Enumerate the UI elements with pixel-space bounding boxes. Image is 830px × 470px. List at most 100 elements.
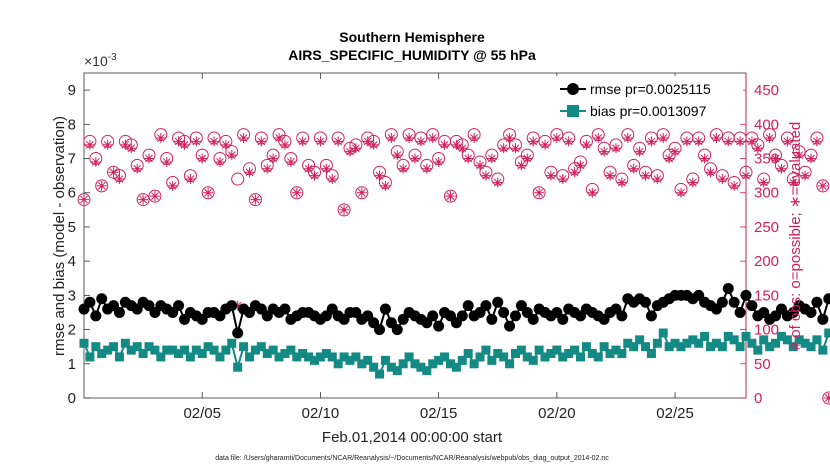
bias-point	[475, 352, 485, 362]
evaluated-obs-point	[746, 136, 757, 147]
evaluated-obs-point	[339, 204, 350, 215]
evaluated-obs-point	[776, 163, 787, 174]
bias-point	[126, 345, 136, 355]
evaluated-obs-point	[427, 133, 438, 143]
evaluated-obs-point	[569, 167, 580, 178]
bias-point	[688, 335, 698, 345]
evaluated-obs-point	[344, 146, 355, 157]
possible-obs-point	[355, 186, 369, 200]
evaluated-obs-point	[126, 143, 137, 154]
evaluated-obs-point	[220, 139, 231, 150]
evaluated-obs-point	[705, 167, 716, 178]
rmse-point	[279, 303, 291, 315]
y2-tick-label: 450	[754, 82, 779, 99]
evaluated-obs-point	[729, 180, 740, 191]
bias-point	[717, 342, 727, 352]
x-tick-label: 02/05	[183, 405, 221, 422]
bias-point	[239, 342, 249, 352]
bias-point	[274, 352, 284, 362]
x-axis-label: Feb.01,2014 00:00:00 start	[322, 429, 503, 446]
bias-point	[280, 349, 290, 359]
bias-point	[593, 352, 603, 362]
evaluated-obs-point	[510, 143, 521, 154]
bias-point	[505, 359, 515, 369]
bias-point	[576, 352, 585, 362]
evaluated-obs-point	[185, 174, 196, 185]
possible-obs-point	[148, 189, 162, 203]
possible-obs-point	[201, 186, 215, 200]
x-tick-label: 02/20	[538, 405, 576, 422]
evaluated-obs-point	[132, 163, 143, 174]
evaluated-obs-point	[291, 187, 302, 198]
y2-tick-label: 300	[754, 185, 779, 202]
evaluated-obs-point	[90, 156, 101, 167]
bias-point	[174, 349, 184, 359]
bias-point	[120, 338, 130, 348]
bias-point	[363, 355, 373, 365]
bias-point	[463, 349, 473, 359]
bias-point	[79, 338, 89, 348]
evaluated-obs-point	[575, 160, 586, 171]
x-tick-label: 02/10	[302, 405, 340, 422]
bias-point	[298, 349, 308, 359]
bias-point	[114, 352, 124, 362]
right-axis-ticks: 0 50 100 150 200 250 300 350 400 450	[740, 73, 779, 407]
x-axis-ticks: 02/05 02/10 02/15 02/20 02/25	[183, 73, 694, 422]
evaluated-obs-point	[735, 136, 746, 147]
evaluated-obs-point	[540, 139, 551, 150]
y-tick-label: 2	[68, 322, 76, 339]
rmse-point	[805, 306, 817, 318]
bias-point	[103, 345, 113, 355]
evaluated-obs-point	[315, 136, 326, 147]
evaluated-obs-point	[421, 163, 432, 174]
y2-axis-label: # of obs: o=possible; ∗=evaluated	[787, 122, 804, 351]
possible-obs-point	[231, 172, 245, 186]
bias-point	[221, 345, 231, 355]
bias-point	[481, 345, 491, 355]
rmse-point	[722, 283, 734, 295]
evaluated-obs-point	[622, 133, 633, 143]
y-tick-label: 6	[68, 185, 76, 202]
bias-point	[824, 328, 830, 338]
evaluated-obs-point	[226, 150, 237, 161]
y-axis-exponent-base: ×10	[84, 53, 108, 69]
rmse-point	[84, 296, 96, 308]
bias-point	[416, 362, 426, 372]
possible-obs-point	[248, 193, 262, 207]
evaluated-obs-point	[321, 163, 332, 174]
evaluated-obs-point	[398, 163, 409, 174]
evaluated-obs-point	[173, 136, 184, 147]
bias-point	[150, 345, 160, 355]
series-rmse	[78, 283, 830, 339]
x-tick-label: 02/15	[420, 405, 458, 422]
evaluated-obs-point	[670, 146, 681, 157]
evaluated-obs-point	[522, 153, 533, 164]
y-axis-exponent: ×10-3	[84, 52, 117, 69]
bias-point	[292, 352, 302, 362]
evaluated-obs-point	[415, 136, 426, 147]
y-tick-label: 9	[68, 82, 76, 99]
evaluated-obs-point	[587, 187, 598, 198]
bias-point	[735, 342, 745, 352]
possible-obs-point	[822, 391, 830, 405]
evaluated-obs-point	[516, 160, 527, 171]
evaluated-obs-point	[545, 170, 556, 181]
evaluated-obs-point	[167, 180, 178, 191]
rmse-point	[374, 324, 386, 336]
bias-point	[345, 355, 355, 365]
bias-point	[357, 359, 367, 369]
bias-point	[806, 342, 816, 352]
bias-point	[706, 342, 716, 352]
rmse-point	[728, 296, 740, 308]
bias-point	[97, 349, 107, 359]
bias-point	[664, 342, 674, 352]
rmse-point	[509, 310, 521, 322]
evaluated-obs-point	[492, 177, 503, 188]
evaluated-obs-point	[681, 136, 692, 147]
rmse-point	[113, 306, 125, 318]
evaluated-obs-point	[711, 133, 722, 143]
evaluated-obs-point	[250, 194, 261, 205]
bias-point	[410, 359, 420, 369]
possible-obs-point	[443, 189, 457, 203]
